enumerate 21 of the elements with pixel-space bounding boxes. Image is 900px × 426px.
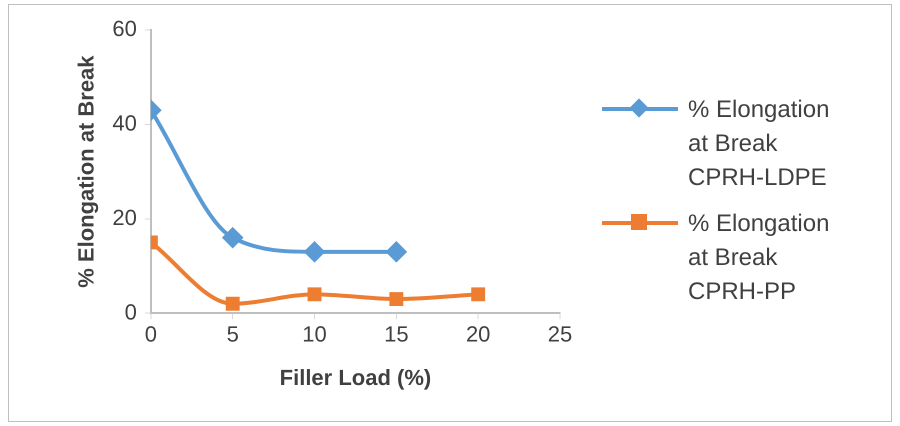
x-tick-label: 5 bbox=[226, 321, 239, 346]
y-tick-label: 20 bbox=[112, 204, 137, 230]
x-tick-label: 15 bbox=[384, 321, 409, 346]
y-tick-label: 0 bbox=[124, 299, 137, 324]
point bbox=[471, 287, 486, 302]
x-tick-label: 20 bbox=[466, 321, 490, 346]
point bbox=[304, 242, 325, 262]
point bbox=[222, 228, 243, 248]
point bbox=[226, 296, 240, 311]
legend-label: % Elongation at Break CPRH-LDPE bbox=[688, 95, 830, 193]
point bbox=[389, 292, 404, 306]
point bbox=[308, 287, 322, 302]
legend-label: % Elongation at Break CPRH-PP bbox=[688, 209, 830, 307]
x-tick-label: 0 bbox=[144, 321, 157, 346]
y-axis-title: % Elongation at Break bbox=[73, 54, 98, 288]
point bbox=[386, 242, 406, 262]
y-tick-label: 60 bbox=[112, 16, 137, 42]
x-tick-label: 25 bbox=[548, 321, 572, 346]
x-tick-label: 10 bbox=[302, 321, 327, 346]
x-axis-title: Filler Load (%) bbox=[280, 364, 432, 390]
y-tick-label: 40 bbox=[112, 110, 137, 136]
